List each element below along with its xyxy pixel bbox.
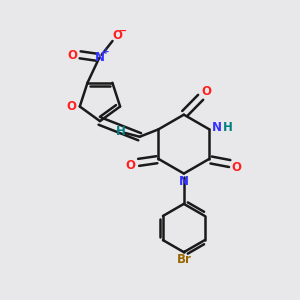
- Text: O: O: [125, 159, 135, 172]
- Text: O: O: [67, 100, 76, 113]
- Text: −: −: [119, 26, 128, 36]
- Text: N: N: [212, 122, 222, 134]
- Text: Br: Br: [176, 253, 191, 266]
- Text: N: N: [179, 175, 189, 188]
- Text: O: O: [202, 85, 212, 98]
- Text: +: +: [102, 47, 110, 56]
- Text: N: N: [95, 51, 105, 64]
- Text: O: O: [112, 29, 122, 42]
- Text: H: H: [223, 122, 233, 134]
- Text: H: H: [116, 125, 125, 138]
- Text: O: O: [232, 161, 242, 174]
- Text: O: O: [68, 49, 77, 62]
